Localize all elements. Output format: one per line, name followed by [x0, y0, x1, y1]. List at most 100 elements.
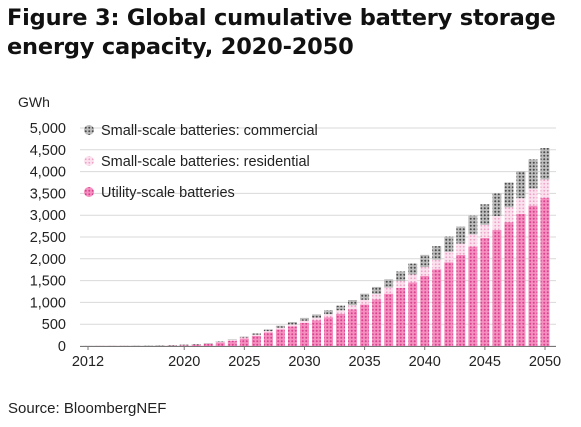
bar-utility-scale [179, 345, 189, 346]
bar-residential [516, 198, 526, 214]
legend-item-residential: Small-scale batteries: residential [84, 154, 310, 170]
bar-utility-scale [275, 329, 285, 346]
bar-residential [504, 207, 514, 223]
bar-utility-scale [239, 338, 249, 346]
bar-utility-scale [312, 320, 321, 346]
bar-residential [492, 216, 502, 231]
bar-residential [432, 259, 442, 270]
bar-residential [239, 337, 249, 339]
legend-item-commercial: Small-scale batteries: commercial [84, 123, 318, 139]
bar-residential [360, 299, 370, 305]
bar-commercial [420, 254, 430, 268]
bar-residential [540, 179, 550, 198]
bar-utility-scale [456, 254, 466, 346]
bar-residential [444, 251, 454, 263]
y-tick-label: 1,000 [30, 295, 66, 311]
bar-commercial [275, 325, 285, 328]
bar-commercial [131, 345, 141, 347]
legend-label: Utility-scale batteries [101, 185, 235, 201]
bar-residential [468, 234, 478, 247]
bar-utility-scale [432, 269, 442, 346]
y-axis-ticks: 0 500 1,000 1,500 2,000 2,500 3,000 3,500 4,000 4… [30, 121, 66, 355]
bar-utility-scale [384, 293, 394, 346]
bar-commercial [384, 279, 394, 288]
bar-commercial [155, 345, 165, 346]
bar-utility-scale [420, 275, 430, 346]
bar-utility-scale [215, 342, 225, 346]
bar-commercial [251, 333, 261, 335]
y-tick-label: 4,500 [30, 143, 66, 159]
bar-commercial [312, 314, 321, 318]
bar-utility-scale [263, 332, 273, 346]
bar-utility-scale [203, 343, 213, 346]
y-tick-label: 1,500 [30, 274, 66, 290]
bar-commercial [432, 246, 442, 260]
bar-utility-scale [516, 213, 526, 346]
legend-label: Small-scale batteries: residential [101, 154, 310, 170]
bar-commercial [263, 329, 273, 331]
figure-title: Figure 3: Global cumulative battery stor… [7, 4, 577, 62]
bar-commercial [372, 286, 382, 294]
bar-commercial [336, 305, 346, 311]
legend-label: Small-scale batteries: commercial [101, 123, 318, 139]
bar-residential [420, 267, 430, 276]
bar-commercial [396, 271, 406, 282]
bar-residential [227, 339, 237, 341]
bar-commercial [191, 344, 201, 345]
x-tick-label: 2035 [348, 354, 380, 370]
bar-commercial [215, 341, 225, 343]
bar-residential [372, 293, 382, 300]
figure-title-line-1: Figure 3: Global cumulative battery stor… [7, 5, 556, 31]
y-tick-label: 2,000 [30, 252, 66, 268]
y-axis-unit-label: GWh [18, 94, 50, 110]
bar-utility-scale [227, 340, 237, 346]
source-note: Source: BloombergNEF [8, 400, 167, 417]
bar-commercial [504, 182, 514, 208]
bar-residential [348, 305, 358, 310]
bar-residential [456, 243, 466, 255]
bar-commercial [516, 171, 526, 199]
bar-residential [299, 320, 309, 323]
legend: Small-scale batteries: commercial Small-s… [84, 123, 318, 201]
legend-swatch [84, 187, 94, 197]
bar-utility-scale [444, 262, 454, 346]
bar-residential [215, 341, 225, 343]
bar-utility-scale [492, 230, 502, 346]
legend-swatch [84, 125, 94, 135]
bar-commercial [528, 159, 538, 189]
x-tick-label: 2040 [409, 354, 441, 370]
bar-commercial [203, 343, 213, 344]
legend-item-utility-scale: Utility-scale batteries [84, 185, 235, 201]
bar-commercial [143, 345, 153, 347]
x-tick-label: 2030 [288, 354, 320, 370]
bar-commercial [299, 317, 309, 321]
bar-commercial [179, 344, 189, 346]
bar-commercial [227, 339, 237, 340]
bar-residential [396, 281, 406, 289]
bar-commercial [492, 193, 502, 217]
bar-utility-scale [480, 237, 490, 346]
bar-commercial [167, 345, 177, 346]
x-axis: 2012 2020 2025 2030 2035 2040 2045 2050 [72, 346, 561, 370]
bar-residential [384, 287, 394, 294]
x-tick-label: 2020 [168, 354, 200, 370]
bar-utility-scale [528, 205, 538, 346]
bar-utility-scale [324, 317, 334, 346]
y-tick-label: 3,500 [30, 186, 66, 202]
bar-utility-scale [504, 222, 514, 346]
bar-utility-scale [287, 326, 297, 346]
bar-residential [287, 324, 297, 327]
bar-residential [251, 334, 261, 336]
y-tick-label: 3,000 [30, 208, 66, 224]
bar-utility-scale [191, 344, 201, 346]
bar-commercial [324, 310, 334, 315]
bar-utility-scale [408, 282, 418, 346]
bar-utility-scale [251, 335, 261, 346]
bars [83, 148, 550, 347]
x-tick-label: 2050 [529, 354, 561, 370]
bar-utility-scale [396, 288, 406, 346]
bar-residential [336, 310, 346, 314]
bar-utility-scale [540, 197, 550, 346]
y-tick-label: 4,000 [30, 165, 66, 181]
bar-utility-scale [468, 246, 478, 346]
